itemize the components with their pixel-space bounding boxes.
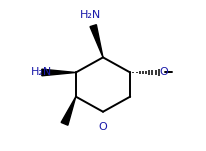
Polygon shape — [90, 25, 103, 57]
Text: H₂N: H₂N — [80, 10, 102, 20]
Polygon shape — [42, 69, 76, 76]
Polygon shape — [61, 97, 76, 125]
Text: O: O — [160, 67, 168, 77]
Text: O: O — [99, 122, 107, 132]
Text: H₂N: H₂N — [30, 67, 52, 77]
